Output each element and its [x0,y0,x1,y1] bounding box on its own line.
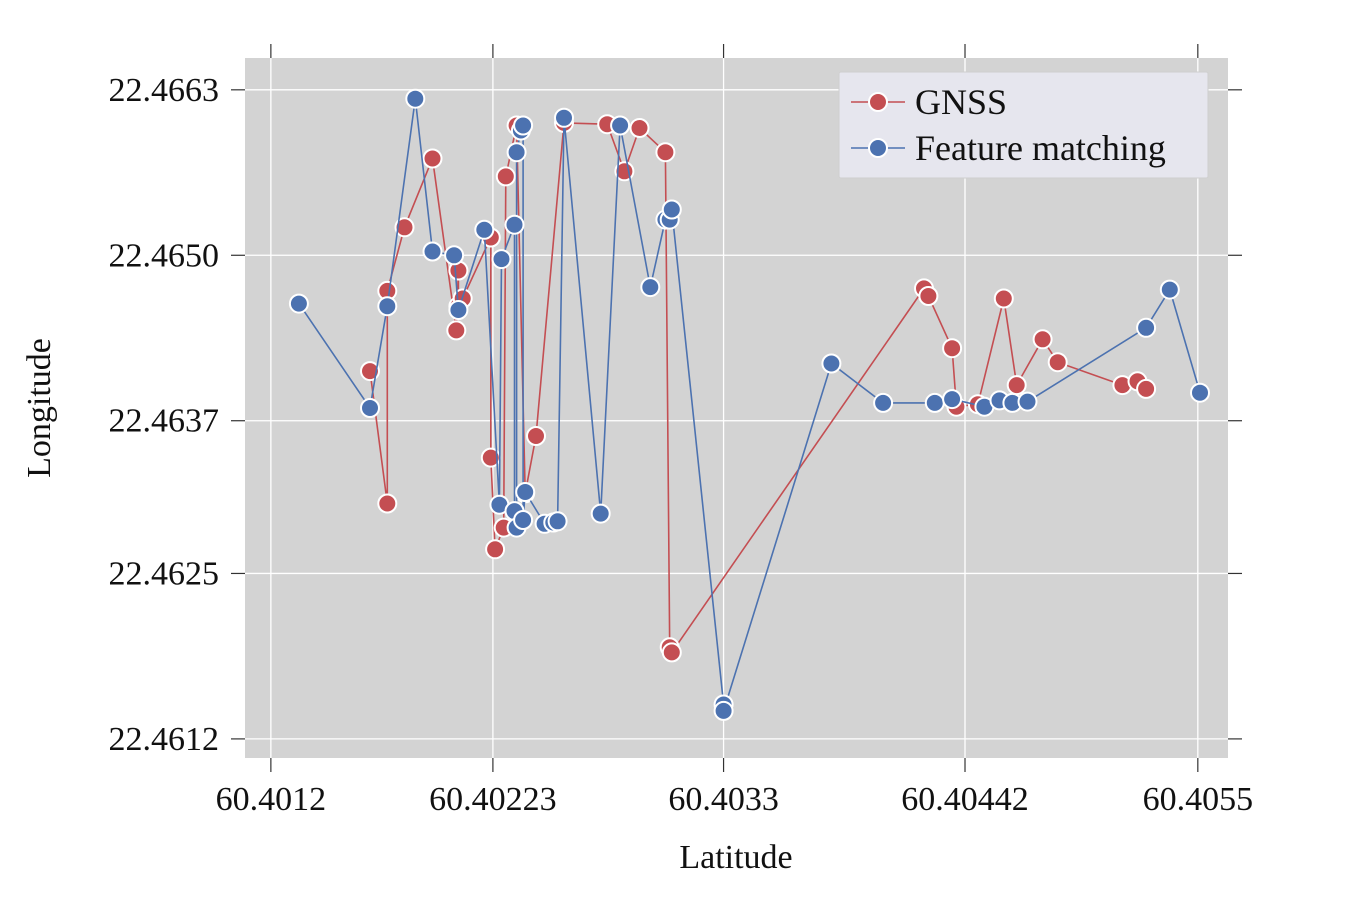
data-point [504,214,525,235]
data-point [661,199,682,220]
data-point [821,353,842,374]
data-point [446,320,467,341]
data-point [1190,382,1210,403]
data-point [918,286,939,306]
data-point [924,392,945,413]
data-point [422,241,443,262]
data-point [485,539,506,560]
legend-box [838,71,1209,179]
data-point [1032,329,1053,350]
data-point [377,296,398,317]
y-tick-label: 22.4612 [109,721,220,758]
data-point [640,277,661,298]
data-point [942,389,963,410]
x-tick-label: 60.4055 [1143,781,1254,818]
legend-marker [868,92,888,112]
data-point [655,142,676,163]
legend: GNSS Feature matching [838,71,1209,179]
data-point [547,511,568,532]
y-tick-label: 22.4637 [109,403,220,440]
y-axis-label: Longitude [21,338,58,478]
data-point [360,398,380,418]
y-tick-label: 22.4663 [109,72,220,109]
data-point [360,361,380,382]
data-point [422,148,443,169]
data-point [629,118,650,138]
data-point [394,217,415,238]
data-point [590,503,611,524]
x-tick-label: 60.40442 [901,781,1029,818]
data-point [515,482,536,502]
series-layer [288,88,1210,721]
axis-ticks: 60.4012 60.40223 60.4033 60.40442 60.4055 22.… [109,44,1254,818]
y-tick-label: 22.4650 [109,237,220,274]
data-point [448,300,469,320]
data-point [474,219,495,240]
data-point [610,115,631,136]
data-point [526,426,546,446]
x-tick-label: 60.4012 [216,781,327,818]
data-point [288,293,309,314]
x-tick-label: 60.40223 [429,781,557,818]
data-point [513,510,534,530]
y-tick-label: 22.4625 [109,555,220,592]
data-point [491,249,512,270]
data-point [942,338,963,359]
series-1 [288,88,1210,721]
data-point [495,166,516,187]
data-point [1136,317,1157,338]
legend-label: Feature matching [915,128,1166,168]
data-point [1136,378,1157,399]
data-point [405,88,426,109]
data-point [554,107,574,128]
data-point [1017,391,1038,412]
x-tick-label: 60.4033 [668,781,779,818]
data-point [513,115,534,136]
data-point [377,493,398,514]
data-point [873,392,894,413]
data-point [713,700,734,721]
legend-marker [868,138,888,158]
data-point [1159,279,1180,300]
legend-label: GNSS [915,82,1007,122]
data-point [444,245,465,266]
data-point [661,642,682,663]
data-point [1047,352,1068,373]
data-point [993,288,1014,309]
x-axis-label: Latitude [679,839,792,876]
data-point [1006,375,1027,396]
data-point [506,142,527,163]
